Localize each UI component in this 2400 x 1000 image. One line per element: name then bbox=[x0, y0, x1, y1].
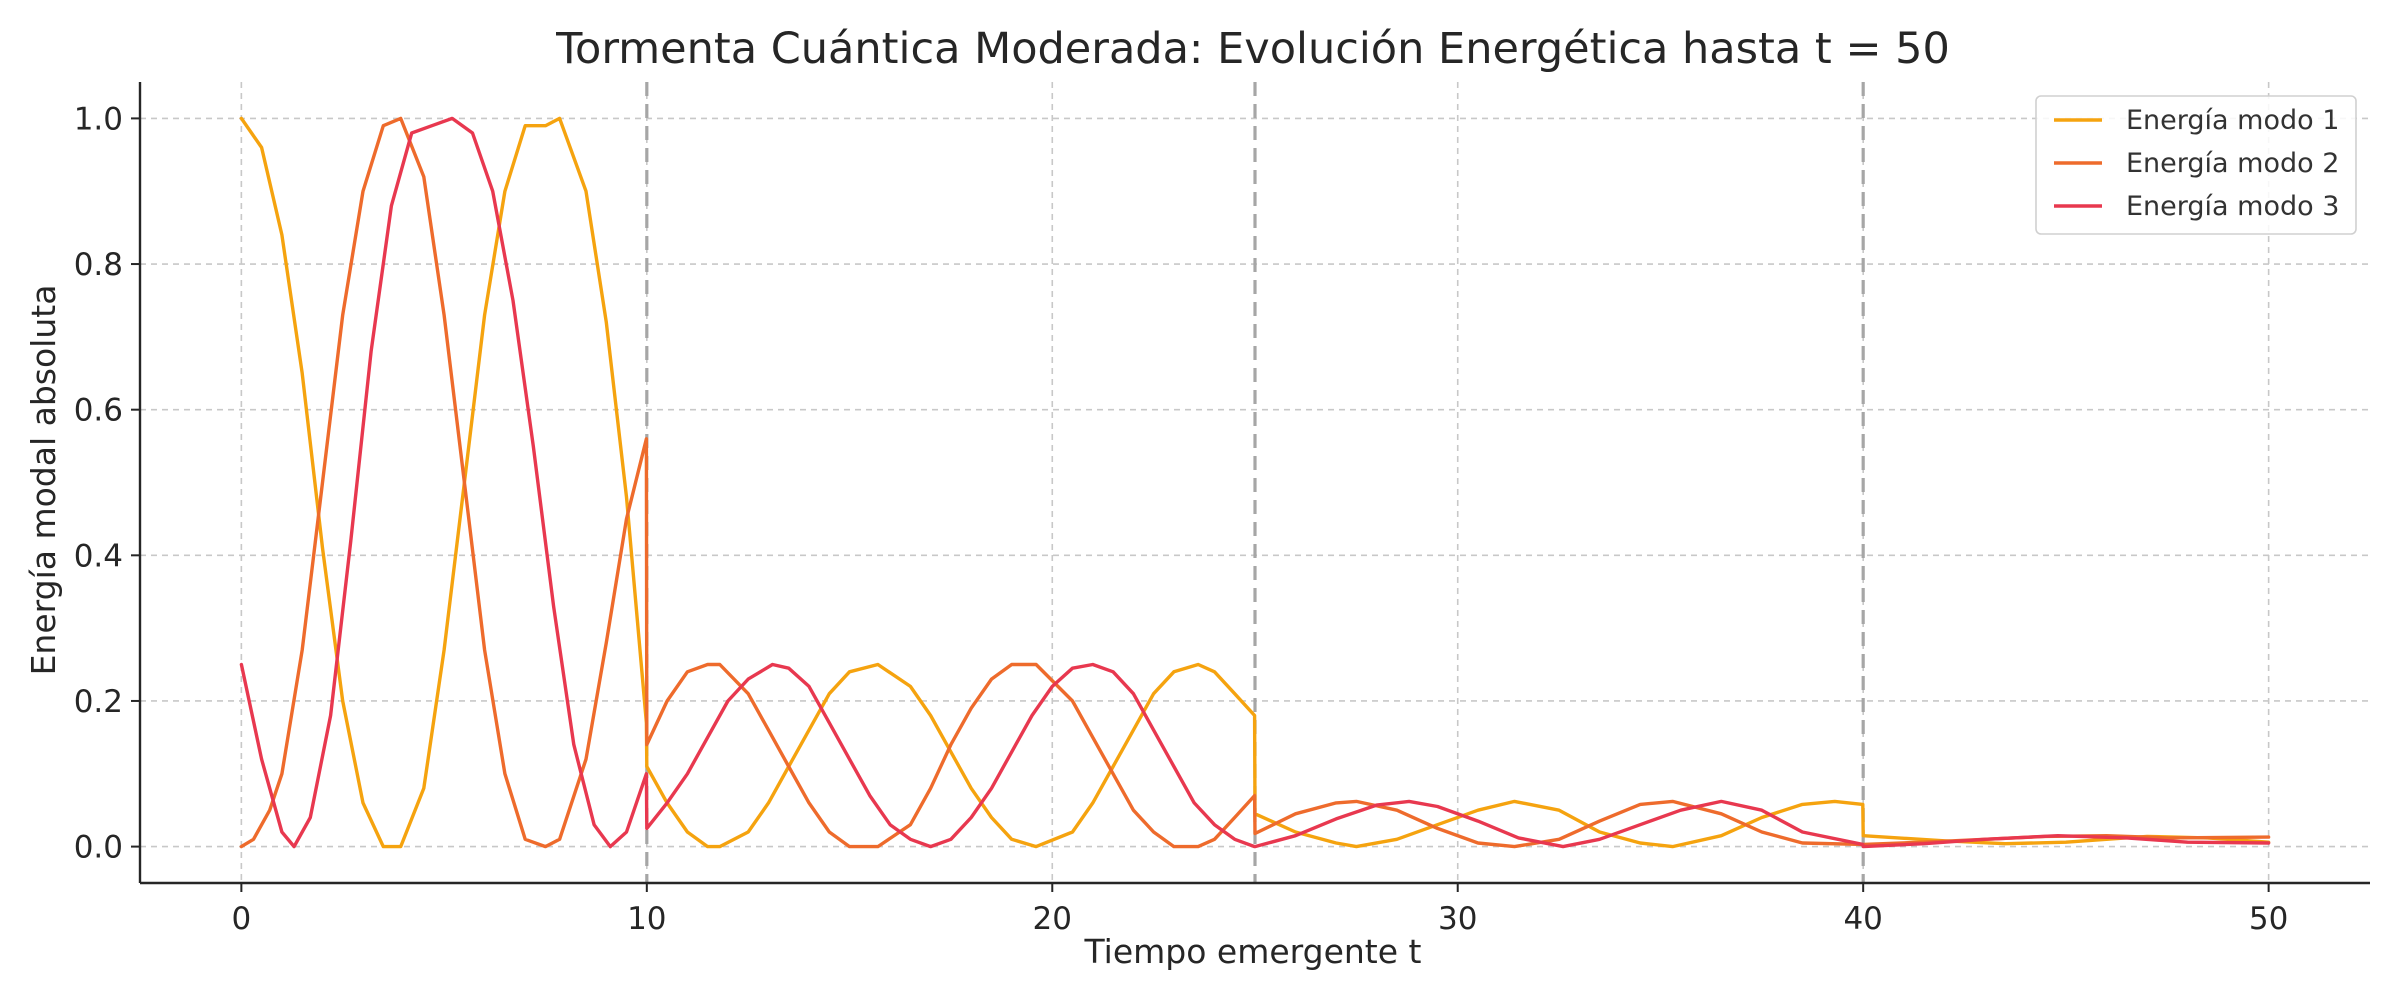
y-tick-label: 0.4 bbox=[74, 538, 123, 574]
legend-label: Energía modo 3 bbox=[2126, 191, 2339, 222]
y-tick-label: 0.6 bbox=[74, 393, 123, 429]
series-line-modo-2 bbox=[239, 116, 2271, 849]
x-tick-label: 50 bbox=[2249, 901, 2288, 937]
tick-marks: 0 10 20 30 40 50 0.0 0.2 0.4 0.6 0.8 1.0 bbox=[74, 101, 2289, 937]
x-tick-label: 10 bbox=[627, 901, 666, 937]
legend-label: Energía modo 2 bbox=[2126, 148, 2339, 179]
series-line-modo-3 bbox=[239, 116, 2271, 849]
series-lines bbox=[239, 116, 2271, 849]
x-tick-label: 30 bbox=[1438, 901, 1477, 937]
y-tick-label: 0.8 bbox=[74, 247, 123, 283]
y-axis-label: Energía modal absoluta bbox=[24, 285, 63, 676]
x-tick-label: 40 bbox=[1843, 901, 1882, 937]
y-tick-label: 0.0 bbox=[74, 830, 123, 866]
x-tick-label: 0 bbox=[231, 901, 251, 937]
chart-title: Tormenta Cuántica Moderada: Evolución En… bbox=[555, 24, 1950, 74]
x-axis-label: Tiempo emergente t bbox=[1084, 932, 1422, 971]
axes bbox=[138, 82, 2370, 885]
chart-legend: Energía modo 1 Energía modo 2 Energía modo… bbox=[2035, 95, 2357, 235]
legend-label: Energía modo 1 bbox=[2126, 105, 2339, 136]
y-tick-label: 0.2 bbox=[74, 684, 123, 720]
x-tick-label: 20 bbox=[1033, 901, 1072, 937]
legend-box bbox=[2035, 95, 2357, 235]
y-tick-label: 1.0 bbox=[74, 101, 123, 137]
